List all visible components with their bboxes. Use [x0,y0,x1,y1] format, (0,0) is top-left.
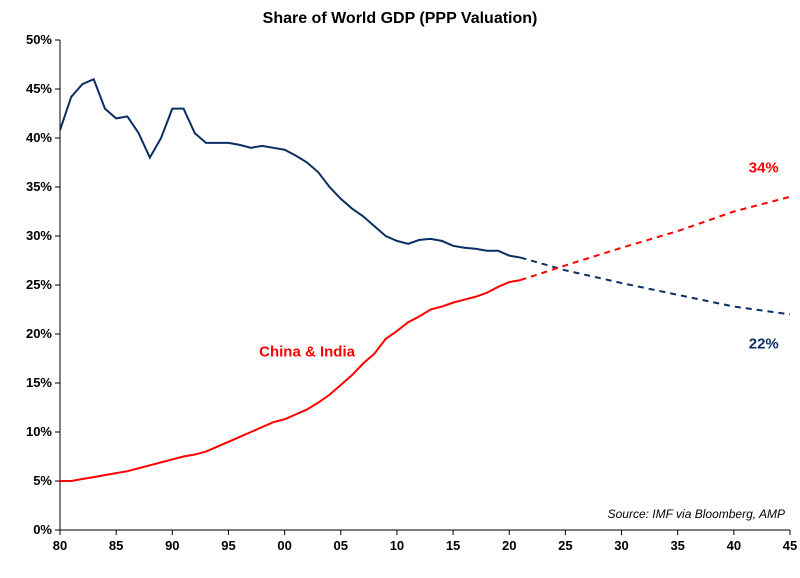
svg-text:30: 30 [614,538,628,553]
chart-container: Share of World GDP (PPP Valuation) 0% 5% 1… [0,0,800,578]
svg-text:90: 90 [165,538,179,553]
svg-text:40: 40 [727,538,741,553]
svg-text:25%: 25% [26,277,52,292]
svg-text:40%: 40% [26,130,52,145]
end-label-west: 22% [749,336,779,353]
svg-text:0%: 0% [33,522,52,537]
svg-text:95: 95 [221,538,235,553]
svg-text:5%: 5% [33,473,52,488]
chart-svg: 0% 5% 10% 15% 20% 25% 30% 35% 40% 45% 50% 80 85 90 95 0… [0,0,800,578]
svg-text:35%: 35% [26,179,52,194]
series-asia-solid [60,280,520,481]
chart-source: Source: IMF via Bloomberg, AMP [608,507,785,521]
svg-text:30%: 30% [26,228,52,243]
svg-text:45: 45 [783,538,797,553]
series-west-dashed [520,258,790,315]
svg-text:00: 00 [277,538,291,553]
series-asia-dashed [520,197,790,280]
svg-text:10%: 10% [26,424,52,439]
series-west-solid [60,79,520,257]
svg-text:25: 25 [558,538,572,553]
svg-text:10: 10 [390,538,404,553]
svg-text:35: 35 [670,538,684,553]
svg-text:05: 05 [334,538,348,553]
chart-title: Share of World GDP (PPP Valuation) [0,10,800,28]
svg-text:50%: 50% [26,32,52,47]
svg-text:45%: 45% [26,81,52,96]
svg-text:15: 15 [446,538,460,553]
end-label-asia: 34% [749,159,779,176]
svg-text:20: 20 [502,538,516,553]
series-label-asia: China & India [259,344,355,361]
svg-text:20%: 20% [26,326,52,341]
svg-text:80: 80 [53,538,67,553]
svg-text:15%: 15% [26,375,52,390]
svg-text:85: 85 [109,538,123,553]
